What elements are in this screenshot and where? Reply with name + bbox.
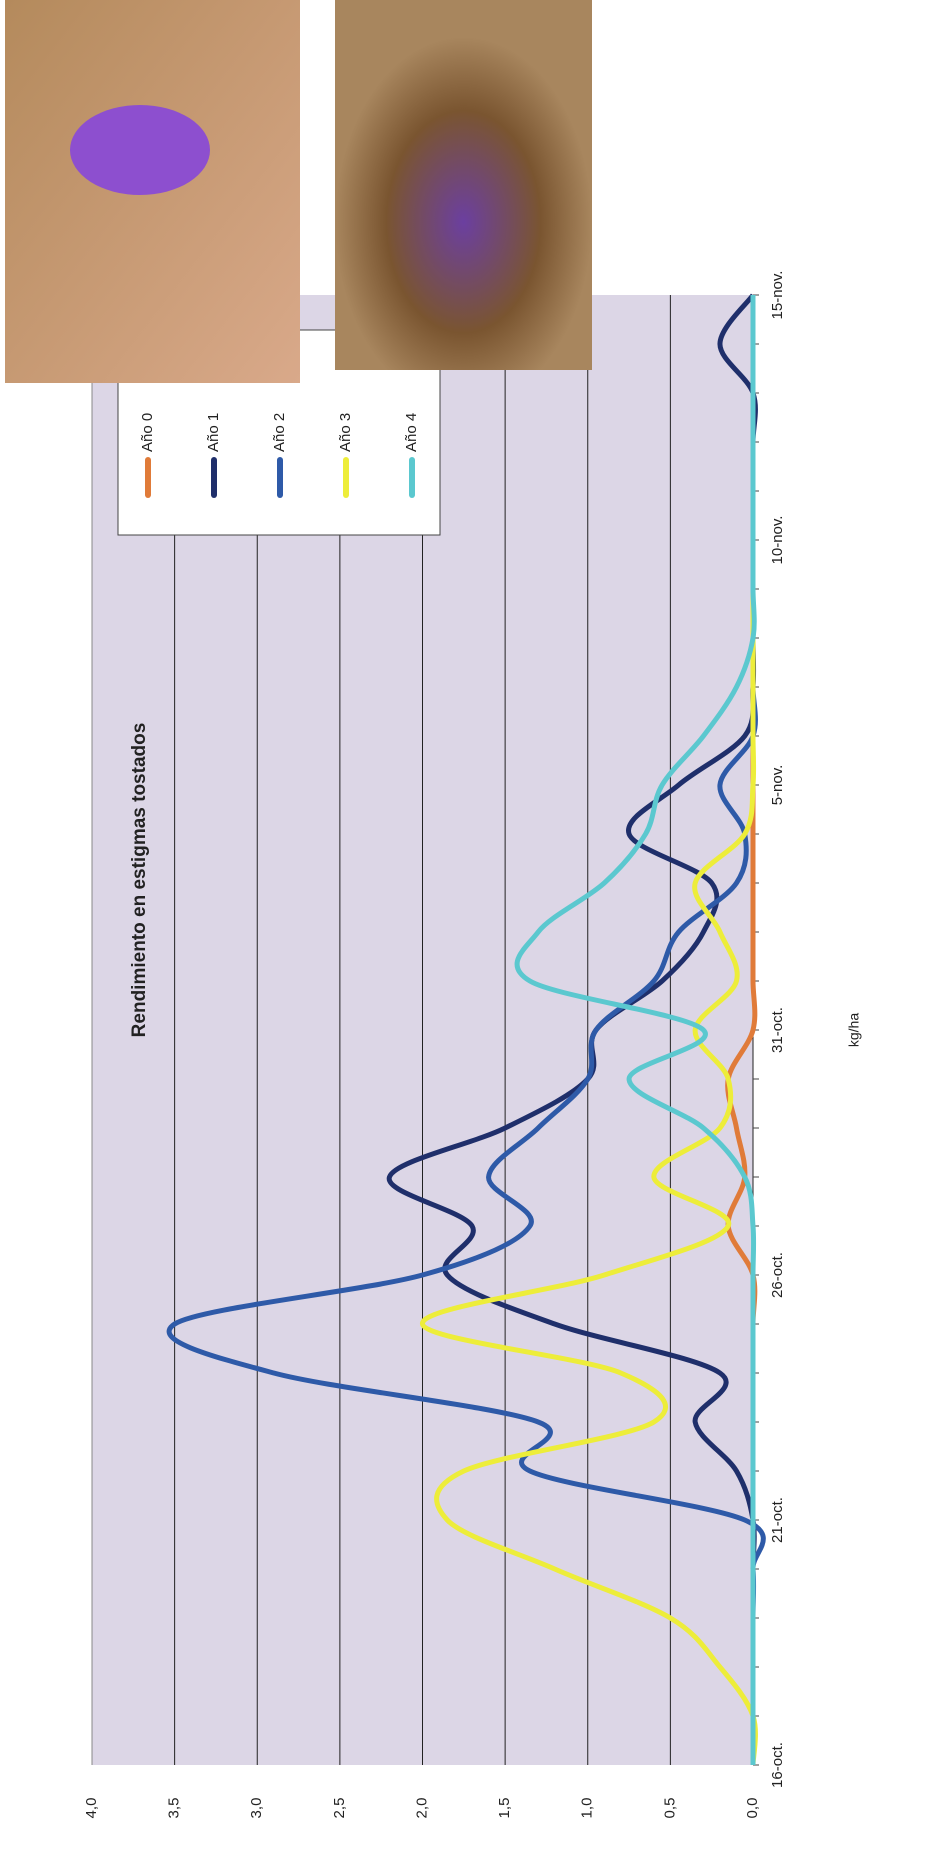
legend-label: Año 3 xyxy=(337,413,354,452)
grid xyxy=(91,294,759,1766)
legend-label: Año 1 xyxy=(205,413,222,452)
legend-label: Año 4 xyxy=(403,413,420,452)
series-line xyxy=(514,295,757,1765)
y-tick-label: 3,5 xyxy=(166,1798,183,1819)
y-tick-label: 3,0 xyxy=(248,1798,265,1819)
legend-label: Año 2 xyxy=(271,413,288,452)
x-tick-label: 10-nov. xyxy=(769,516,786,565)
x-tick-label: 31-oct. xyxy=(769,1007,786,1053)
y-tick-label: 0,5 xyxy=(661,1798,678,1819)
x-tick-label: 16-oct. xyxy=(769,1742,786,1788)
x-tick-label: 5-nov. xyxy=(769,765,786,806)
y-tick-label: 1,5 xyxy=(496,1798,513,1819)
y-tick-label: 4,0 xyxy=(83,1798,100,1819)
y-tick-label: 2,0 xyxy=(413,1798,430,1819)
photo-basket xyxy=(335,0,592,370)
y-axis-label: kg/ha xyxy=(846,1013,862,1047)
legend-label: Año 0 xyxy=(139,413,156,452)
chart-title: Rendimiento en estigmas tostados xyxy=(129,723,150,1038)
y-tick-label: 0,0 xyxy=(744,1798,761,1819)
x-tick-label: 26-oct. xyxy=(769,1252,786,1298)
x-tick-label: 15-nov. xyxy=(769,271,786,320)
photo-flower-petals xyxy=(70,105,210,195)
y-tick-label: 1,0 xyxy=(579,1798,596,1819)
x-tick-label: 21-oct. xyxy=(769,1497,786,1543)
y-tick-label: 2,5 xyxy=(331,1798,348,1819)
legend-items: Año 0 Año 1 Año 2 Año 3 Año 4 xyxy=(139,413,420,498)
lines xyxy=(166,293,766,1766)
